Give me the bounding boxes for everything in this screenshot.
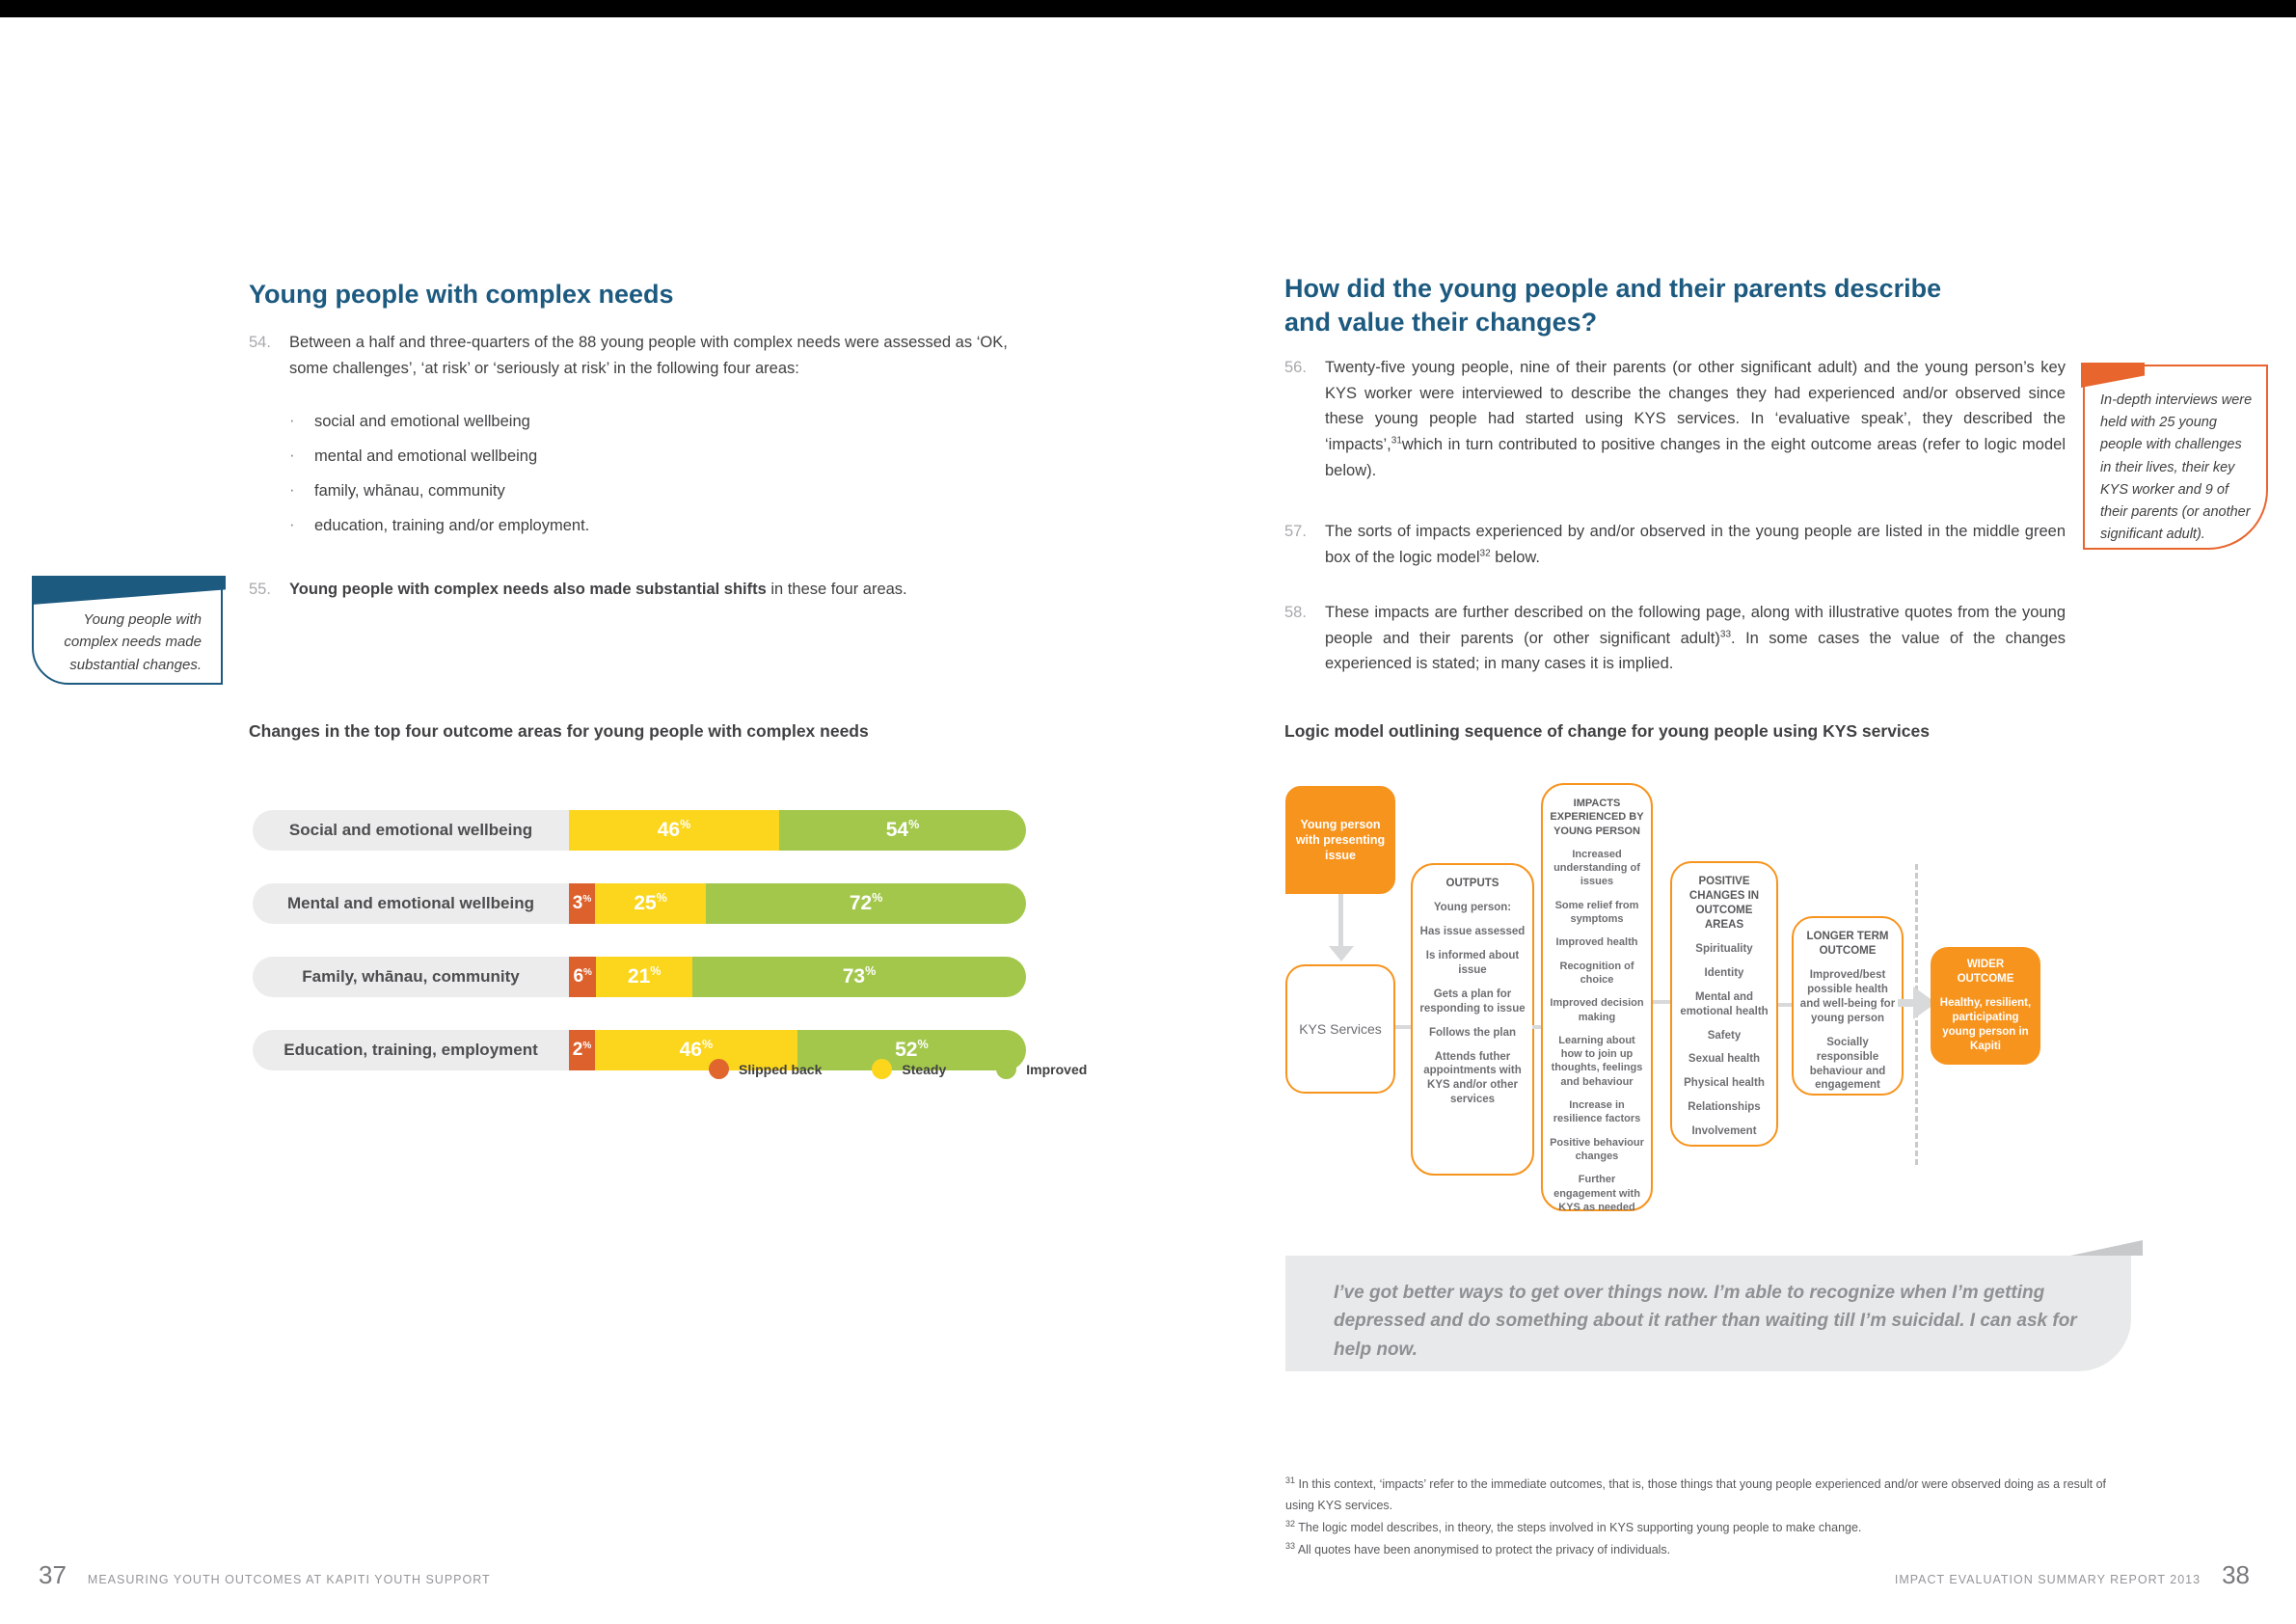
slipped-back-segment: 3% — [569, 883, 595, 924]
paragraph-number: 56. — [1284, 359, 1307, 376]
bullet-item: social and emotional wellbeing — [289, 412, 964, 431]
callout-text: In-depth interviews were held with 25 yo… — [2100, 392, 2253, 543]
paragraph-text: Young people with complex needs also mad… — [289, 577, 1032, 603]
footer-text: IMPACT EVALUATION SUMMARY REPORT 2013 — [1894, 1573, 2201, 1586]
connector-line — [1532, 1025, 1544, 1029]
improved-segment: 54% — [779, 810, 1026, 851]
young-person-box: Young person with presenting issue — [1285, 786, 1395, 894]
chart-row-label: Family, whānau, community — [253, 957, 569, 997]
paragraph-text: The sorts of impacts experienced by and/… — [1325, 523, 2066, 566]
slipped-back-segment: 6% — [569, 957, 597, 997]
paragraph-text: These impacts are further described on t… — [1325, 604, 2066, 673]
stacked-bar-chart: Social and emotional wellbeing 46% 54% M… — [253, 810, 1026, 1103]
improved-segment: 52% — [797, 1030, 1026, 1070]
chart-row-mental-emotional: Mental and emotional wellbeing 3% 25% 72… — [253, 883, 1026, 924]
page-number: 38 — [2222, 1560, 2250, 1589]
paragraph-text: Twenty-five young people, nine of their … — [1325, 359, 2066, 479]
footnote-31: 31 In this context, ‘impacts’ refer to t… — [1285, 1475, 2107, 1513]
chart-row-label: Mental and emotional wellbeing — [253, 883, 569, 924]
paragraph-54: 54. Between a half and three-quarters of… — [249, 330, 1032, 381]
chart-row-education-training: Education, training, employment 2% 46% 5… — [253, 1030, 1026, 1070]
paragraph-number: 55. — [249, 581, 271, 598]
down-arrow-icon — [1329, 946, 1354, 961]
paragraph-bold-text: Young people with complex needs also mad… — [289, 581, 767, 598]
footnote-ref-32: 32 — [1479, 548, 1491, 559]
left-footer: 37 MEASURING YOUTH OUTCOMES AT KAPITI YO… — [39, 1560, 491, 1590]
right-footer: IMPACT EVALUATION SUMMARY REPORT 2013 38 — [1895, 1560, 2250, 1590]
connector-line — [1395, 1025, 1413, 1029]
paragraph-58: 58. These impacts are further described … — [1284, 600, 2066, 677]
steady-segment: 25% — [595, 883, 707, 924]
bullet-item: family, whānau, community — [289, 481, 964, 501]
slipped-back-dot-icon — [709, 1059, 729, 1079]
quote-box: I’ve got better ways to get over things … — [1285, 1240, 2143, 1371]
chart-legend: Slipped back Steady Improved — [709, 1059, 1087, 1079]
footnote-32: 32 The logic model describes, in theory,… — [1285, 1518, 1862, 1535]
paragraph-number: 58. — [1284, 604, 1307, 621]
chart-title: Changes in the top four outcome areas fo… — [249, 721, 869, 741]
wider-outcome-box: WIDER OUTCOME Healthy, resilient, partic… — [1931, 947, 2040, 1065]
bullet-item: mental and emotional wellbeing — [289, 447, 964, 466]
steady-segment: 46% — [569, 810, 780, 851]
footnote-ref-31: 31 — [1391, 435, 1402, 447]
legend-item-slipped-back: Slipped back — [709, 1059, 822, 1079]
footnote-33: 33 All quotes have been anonymised to pr… — [1285, 1540, 1671, 1557]
outcome-areas-box: POSITIVE CHANGES IN OUTCOME AREAS Spirit… — [1670, 861, 1778, 1147]
steady-segment: 46% — [595, 1030, 797, 1070]
paragraph-57: 57. The sorts of impacts experienced by … — [1284, 519, 2066, 570]
connector-line — [1338, 894, 1343, 948]
connector-line — [1898, 999, 1915, 1007]
chart-row-social-emotional: Social and emotional wellbeing 46% 54% — [253, 810, 1026, 851]
improved-dot-icon — [996, 1059, 1017, 1079]
chart-row-label: Education, training, employment — [253, 1030, 569, 1070]
legend-item-steady: Steady — [872, 1059, 946, 1079]
paragraph-regular-text: in these four areas. — [766, 581, 907, 598]
connector-line — [1778, 1003, 1792, 1007]
paragraph-56: 56. Twenty-five young people, nine of th… — [1284, 355, 2066, 484]
paragraph-number: 57. — [1284, 523, 1307, 540]
logic-model-title: Logic model outlining sequence of change… — [1284, 721, 1930, 741]
steady-segment: 21% — [596, 957, 692, 997]
footer-text: MEASURING YOUTH OUTCOMES AT KAPITI YOUTH… — [87, 1573, 491, 1586]
chart-row-family-whanau: Family, whānau, community 6% 21% 73% — [253, 957, 1026, 997]
improved-segment: 73% — [691, 957, 1026, 997]
blue-callout-box: Young people with complex needs made sub… — [32, 576, 226, 685]
impacts-box: IMPACTS EXPERIENCED BY YOUNG PERSON Incr… — [1541, 783, 1653, 1213]
left-page-title: Young people with complex needs — [249, 280, 674, 309]
outcome-areas-bullet-list: social and emotional wellbeing mental an… — [289, 412, 964, 552]
footnote-ref-33: 33 — [1719, 629, 1732, 640]
quote-text: I’ve got better ways to get over things … — [1334, 1283, 2077, 1360]
connector-line — [1653, 1000, 1670, 1004]
callout-text: Young people with complex needs made sub… — [64, 611, 202, 673]
kys-services-box: KYS Services — [1285, 964, 1395, 1094]
paragraph-number: 54. — [249, 334, 271, 351]
chart-row-label: Social and emotional wellbeing — [253, 810, 569, 851]
steady-dot-icon — [872, 1059, 893, 1079]
paragraph-55: 55. Young people with complex needs also… — [249, 577, 1032, 603]
footnotes: 31 In this context, ‘impacts’ refer to t… — [1285, 1474, 2134, 1561]
orange-callout-box: In-depth interviews were held with 25 yo… — [2081, 363, 2268, 550]
legend-item-improved: Improved — [996, 1059, 1087, 1079]
page-top-bar — [0, 0, 2296, 17]
paragraph-text: Between a half and three-quarters of the… — [289, 334, 1008, 377]
bullet-item: education, training and/or employment. — [289, 516, 964, 535]
callout-corner-wedge — [2081, 363, 2145, 388]
quote-corner-fold — [2070, 1240, 2143, 1256]
callout-ribbon — [32, 576, 226, 605]
slipped-back-segment: 2% — [569, 1030, 595, 1070]
outputs-box: OUTPUTS Young person: Has issue assessed… — [1411, 863, 1534, 1176]
improved-segment: 72% — [706, 883, 1026, 924]
right-page-title: How did the young people and their paren… — [1284, 274, 1942, 338]
page-number: 37 — [39, 1560, 67, 1589]
longer-term-outcome-box: LONGER TERM OUTCOME Improved/best possib… — [1792, 916, 1904, 1096]
